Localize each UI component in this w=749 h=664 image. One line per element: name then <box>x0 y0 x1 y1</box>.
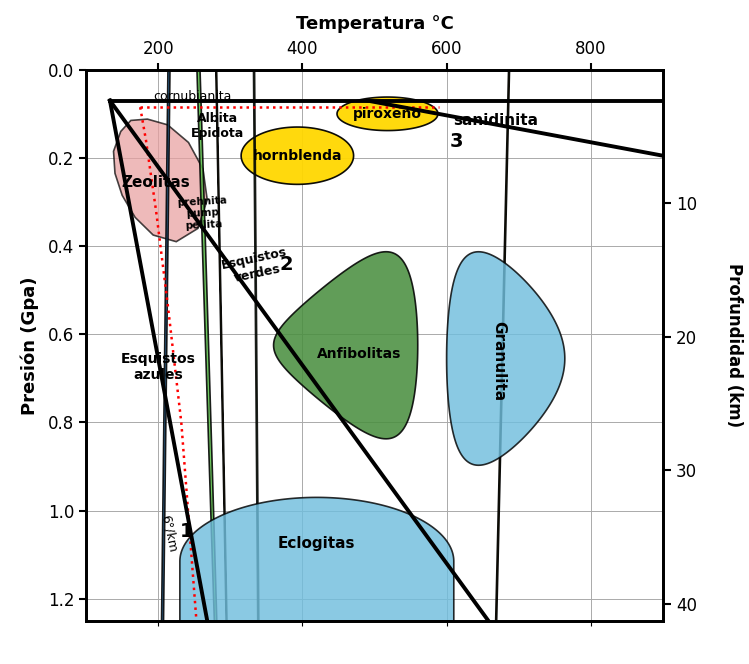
Polygon shape <box>180 497 454 621</box>
Polygon shape <box>407 0 620 664</box>
Polygon shape <box>114 119 207 242</box>
Text: Esquistos
azules: Esquistos azules <box>121 352 195 382</box>
Text: prehnita
pump
pellita: prehnita pump pellita <box>177 195 229 231</box>
Polygon shape <box>337 97 438 131</box>
Text: piroxeno: piroxeno <box>353 107 422 121</box>
X-axis label: Temperatura °C: Temperatura °C <box>296 15 453 33</box>
Text: 6°/km: 6°/km <box>159 513 179 553</box>
Text: Zeolitas: Zeolitas <box>121 175 189 190</box>
Text: Eclogitas: Eclogitas <box>278 537 356 551</box>
Polygon shape <box>273 252 418 439</box>
Polygon shape <box>175 0 261 664</box>
Text: sanidinita: sanidinita <box>453 113 538 128</box>
Polygon shape <box>241 127 354 185</box>
Text: Anfibolitas: Anfibolitas <box>316 347 401 361</box>
Text: 3: 3 <box>449 132 463 151</box>
Text: cornubianita: cornubianita <box>154 90 232 103</box>
Text: hornblenda: hornblenda <box>252 149 342 163</box>
Y-axis label: Profundidad (km): Profundidad (km) <box>725 263 743 428</box>
Polygon shape <box>183 0 223 664</box>
Polygon shape <box>113 0 210 664</box>
Text: Albita
Epidota: Albita Epidota <box>191 112 244 140</box>
Polygon shape <box>446 252 565 465</box>
Text: 2: 2 <box>279 256 294 274</box>
Polygon shape <box>226 0 285 664</box>
Y-axis label: Presión (Gpa): Presión (Gpa) <box>21 276 40 414</box>
Text: 1: 1 <box>181 522 194 541</box>
Text: Esquistos
verdes: Esquistos verdes <box>220 245 291 287</box>
Text: Granulita: Granulita <box>491 321 506 401</box>
